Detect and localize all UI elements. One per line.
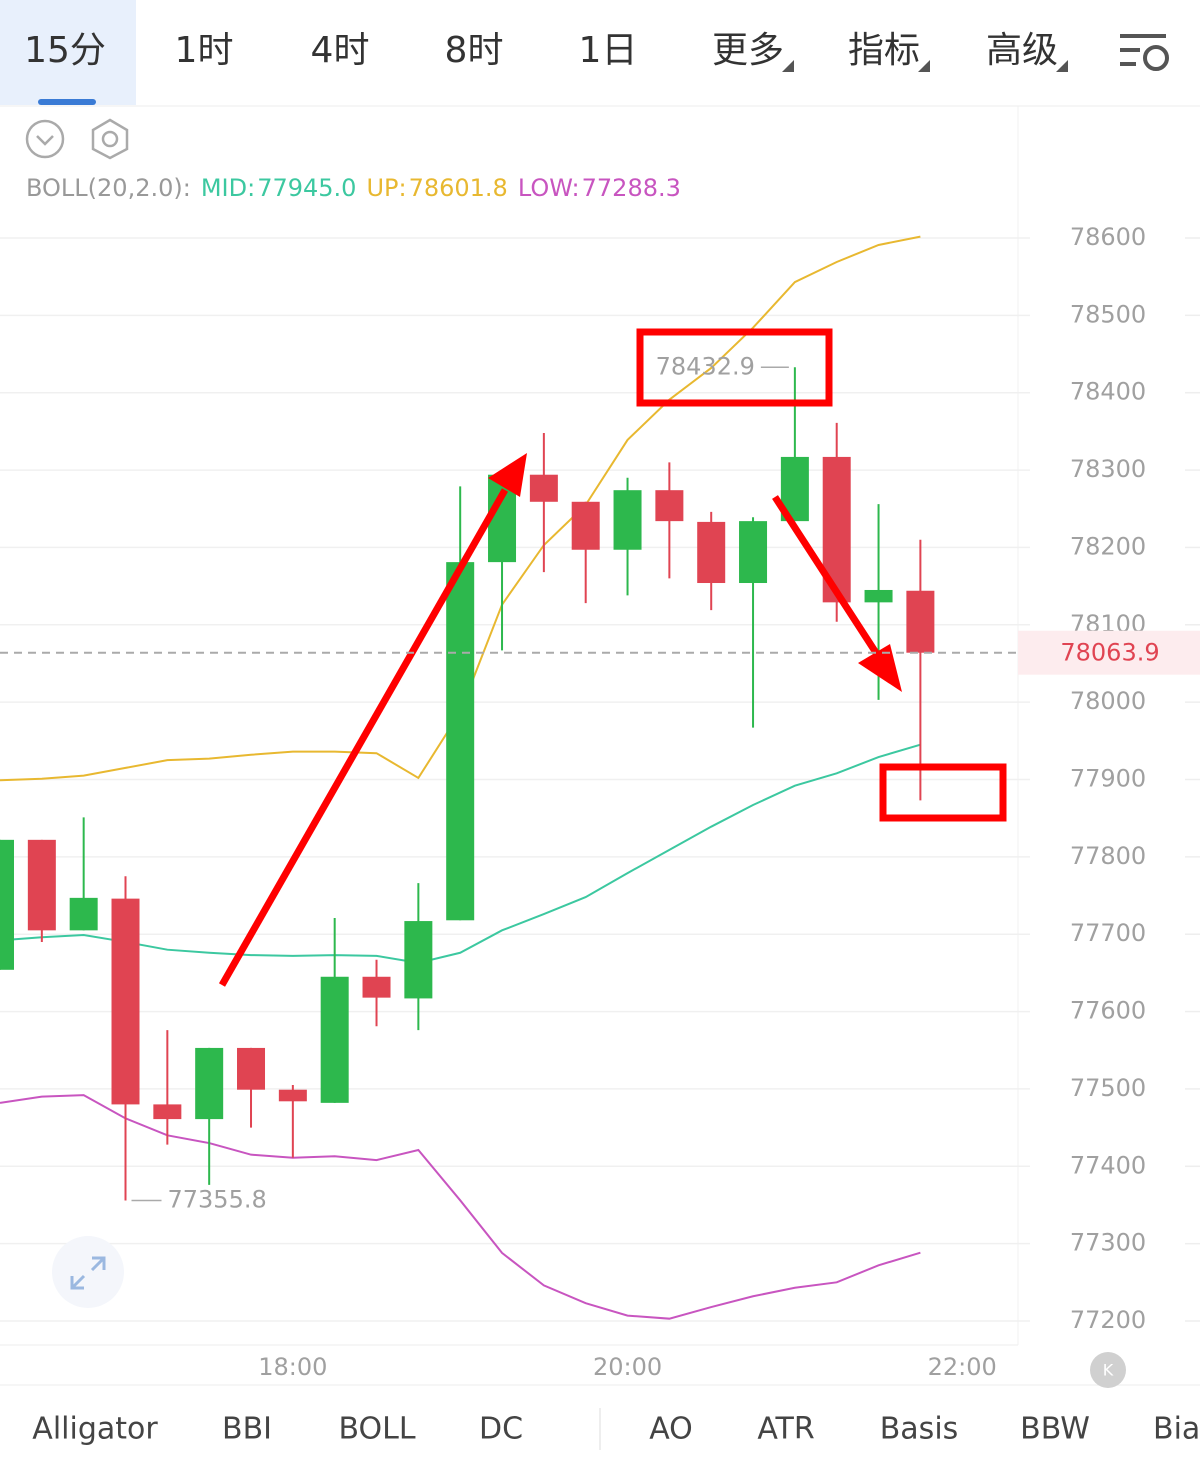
legend-text: 77945.0 [257, 174, 356, 202]
dropdown-mark [782, 60, 794, 72]
last-price-box [1018, 630, 1200, 675]
x-tick-label: 22:00 [928, 1353, 997, 1381]
boll-line [0, 1094, 921, 1320]
candle-body [0, 839, 14, 970]
candle-body [864, 589, 893, 603]
indicator-tab[interactable]: Alligator [32, 1412, 158, 1447]
active-tab-bg [0, 0, 136, 105]
indicator-tab[interactable]: BBI [222, 1412, 272, 1447]
candle-body [153, 1104, 182, 1120]
dropdown-mark [918, 60, 930, 72]
candle-body [320, 976, 349, 1103]
y-tick-label: 77800 [1070, 842, 1146, 870]
timeframe-tab[interactable]: 4时 [311, 30, 370, 71]
timeframe-tab[interactable]: 更多 [712, 30, 784, 71]
boll-line [0, 743, 921, 964]
candle-body [195, 1047, 224, 1120]
candle-body [571, 501, 600, 550]
legend-text: MID: [201, 174, 255, 202]
y-tick-label: 78300 [1070, 455, 1146, 483]
candle-body [278, 1089, 307, 1102]
high-label: 78432.9 [656, 352, 755, 380]
candle-body [697, 521, 726, 584]
settings-icon[interactable] [1120, 34, 1169, 71]
candle-body [739, 521, 768, 584]
legend-text: BOLL(20,2.0): [26, 174, 191, 202]
indicator-tab[interactable]: BOLL [338, 1412, 415, 1447]
last-price-label: 78063.9 [1060, 639, 1159, 667]
indicator-tab[interactable]: AO [649, 1412, 693, 1447]
active-tab-underline [38, 99, 96, 105]
collapse-icon[interactable] [25, 119, 65, 159]
annotation [218, 328, 1007, 987]
plot [0, 235, 1200, 1322]
timeframe-tab[interactable]: 高级 [986, 30, 1058, 71]
y-tick-label: 78400 [1070, 378, 1146, 406]
x-tick-label: 18:00 [258, 1353, 327, 1381]
y-tick-label: 78600 [1070, 223, 1146, 251]
expand-button[interactable] [52, 1236, 124, 1308]
scroll-latest-button[interactable] [1090, 1352, 1126, 1388]
y-tick-label: 77900 [1070, 765, 1146, 793]
candle-body [655, 490, 684, 522]
candle-body [362, 976, 391, 998]
y-tick-label: 77500 [1070, 1074, 1146, 1102]
y-tick-label: 77300 [1070, 1229, 1146, 1257]
timeframe-tab[interactable]: 15分 [24, 30, 106, 71]
y-tick-label: 78200 [1070, 532, 1146, 560]
indicator-legend: BOLL(20,2.0): MID:77945.0 UP:78601.8 LOW:77… [26, 174, 681, 202]
settings-hex-icon[interactable] [91, 118, 129, 160]
candle-body [27, 839, 56, 931]
candle-body [404, 921, 433, 999]
candle-body [529, 474, 558, 502]
y-tick-label: 78000 [1070, 687, 1146, 715]
k-icon: K [1103, 1361, 1114, 1380]
candle-body [69, 897, 98, 931]
timeframe-tab[interactable]: 指标 [848, 30, 920, 71]
x-tick-label: 20:00 [593, 1353, 662, 1381]
y-tick-label: 77400 [1070, 1151, 1146, 1179]
indicator-tab[interactable]: BBW [1020, 1412, 1090, 1447]
y-tick-label: 77200 [1070, 1306, 1146, 1334]
legend-text: 78601.8 [409, 174, 508, 202]
candle-body [237, 1047, 266, 1090]
expand-icon [70, 1256, 106, 1290]
timeframe-tab[interactable]: 1时 [175, 30, 234, 71]
candle-body [111, 898, 140, 1105]
legend-text: LOW: [518, 174, 580, 202]
y-tick-label: 77700 [1070, 919, 1146, 947]
y-tick-label: 77600 [1070, 997, 1146, 1025]
candle-body [446, 562, 475, 921]
timeframe-tab[interactable]: 8时 [445, 30, 504, 71]
candle-body [613, 490, 642, 550]
timeframe-tab[interactable]: 1日 [579, 30, 638, 71]
indicator-tab[interactable]: DC [479, 1412, 523, 1447]
dropdown-mark [1056, 60, 1068, 72]
indicator-tab[interactable]: Basis [880, 1412, 959, 1447]
legend-text: UP: [366, 174, 406, 202]
candle-body [906, 590, 935, 653]
y-tick-label: 78500 [1070, 300, 1146, 328]
indicator-tab[interactable]: Bias [1153, 1412, 1200, 1447]
legend-text: 77288.3 [582, 174, 681, 202]
indicator-tab[interactable]: ATR [757, 1412, 814, 1447]
low-label: 77355.8 [168, 1185, 267, 1213]
